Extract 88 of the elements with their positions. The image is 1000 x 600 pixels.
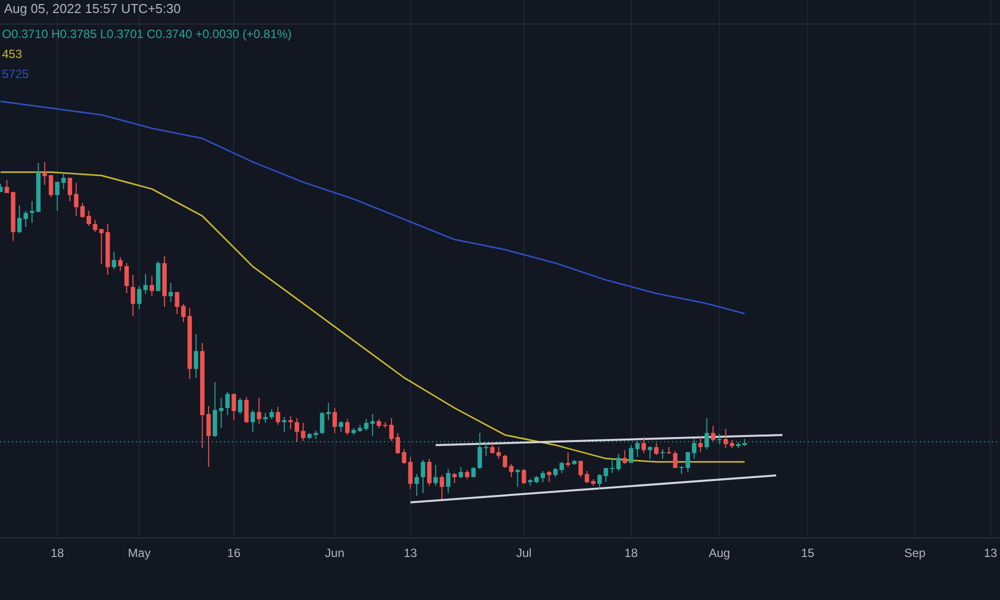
candlestick [24, 210, 28, 228]
candlestick [446, 468, 450, 494]
candlestick [263, 412, 268, 424]
candlestick [484, 442, 488, 456]
candlestick [48, 174, 54, 198]
candlestick [301, 422, 306, 442]
candlestick [80, 202, 85, 218]
candlestick [522, 468, 526, 484]
candlestick [458, 466, 464, 479]
candlestick [150, 275, 154, 297]
candlestick [578, 460, 583, 478]
candlestick [370, 414, 375, 436]
candlestick [225, 391, 230, 416]
candlestick [168, 282, 173, 302]
candlestick [68, 177, 72, 202]
candlestick [17, 204, 22, 234]
candlestick [338, 420, 344, 432]
candlestick [55, 181, 60, 212]
candlestick [566, 452, 570, 468]
candlestick [502, 454, 508, 468]
candlestick [143, 273, 148, 295]
candlestick [610, 457, 614, 474]
candlestick [124, 262, 129, 294]
candlestick [389, 418, 394, 442]
x-tick-label: Sep [904, 546, 926, 560]
candlestick [396, 432, 400, 454]
candlestick [515, 468, 520, 488]
candlestick [112, 251, 116, 270]
candlestick [698, 436, 703, 453]
x-tick-label: 18 [624, 546, 638, 560]
candlestick [723, 428, 728, 449]
x-tick-label: 13 [404, 546, 418, 560]
candlestick [509, 463, 514, 478]
candlestick [560, 461, 564, 474]
candlestick [86, 210, 92, 227]
candlestick [288, 416, 293, 430]
candlestick [584, 470, 590, 484]
candlestick [194, 333, 198, 379]
x-tick-label: May [128, 546, 151, 560]
candlestick [654, 442, 659, 456]
candlestick [219, 397, 224, 428]
x-tick-label: 16 [227, 546, 241, 560]
candlestick [332, 408, 337, 434]
candlestick [496, 446, 501, 460]
candlestick [427, 458, 432, 486]
candlestick [345, 418, 350, 436]
candlestick [250, 410, 255, 432]
candlestick [118, 256, 123, 272]
candlestick [42, 162, 47, 186]
candlestick [74, 182, 78, 216]
x-tick-label: Aug [708, 546, 730, 560]
candlestick [256, 397, 262, 424]
candlestick [238, 397, 242, 415]
text: Aug 05, 2022 15:57 UTC+5:30 [4, 1, 181, 16]
candlestick [206, 405, 211, 468]
candlestick [540, 470, 546, 483]
candlestick [244, 396, 249, 424]
x-tick-label: Jun [325, 546, 344, 560]
candlestick [616, 453, 621, 472]
candlestick [440, 474, 444, 500]
candlestick [660, 448, 665, 460]
candlestick [137, 286, 142, 310]
candlestick [622, 450, 628, 464]
x-tick-label: 18 [50, 546, 64, 560]
candlestick [414, 474, 419, 496]
text: O0.3710 H0.3785 L0.3701 C0.3740 +0.0030 (+0.81%) [2, 27, 292, 41]
candlestick [364, 418, 368, 432]
candlestick [420, 459, 426, 494]
candlestick [232, 393, 236, 421]
candlestick [464, 470, 470, 480]
candlestick [282, 416, 286, 432]
text: 5725 [2, 67, 30, 81]
candlestick [61, 172, 66, 190]
candlestick [130, 274, 136, 317]
x-tick-label: 13 [984, 546, 998, 560]
candlestick [673, 450, 678, 468]
x-tick-label: 15 [800, 546, 815, 560]
text: 453 [2, 47, 22, 61]
candlestick [710, 425, 716, 442]
x-tick-label: Jul [516, 546, 532, 560]
candlestick [4, 179, 10, 194]
candlestick [553, 467, 558, 478]
candlestick [642, 436, 646, 454]
candlestick [433, 464, 438, 486]
candlestick [294, 418, 300, 443]
candlestick [269, 408, 274, 420]
candlestick [546, 470, 552, 483]
candlestick [452, 472, 457, 484]
